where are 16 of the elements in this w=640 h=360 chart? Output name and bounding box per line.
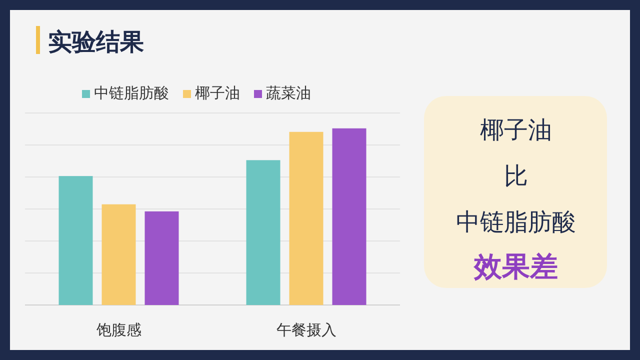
bar: [246, 160, 280, 305]
legend-label: 椰子油: [195, 84, 240, 102]
text: 椰子油: [480, 116, 552, 144]
x-tick-label: 饱腹感: [95, 321, 142, 339]
x-tick-label: 午餐摄入: [276, 321, 336, 339]
text: 中链脂肪酸: [456, 208, 576, 236]
bar: [144, 211, 179, 305]
bar: [102, 204, 136, 305]
text: 效果差: [473, 250, 558, 283]
legend-label: 蔬菜油: [266, 84, 311, 102]
bar: [332, 128, 366, 305]
bar: [58, 176, 93, 305]
text: 比: [504, 162, 528, 190]
legend-label: 中链脂肪酸: [94, 84, 169, 102]
bar: [289, 132, 324, 305]
chart-title: 实验结果: [48, 28, 144, 56]
